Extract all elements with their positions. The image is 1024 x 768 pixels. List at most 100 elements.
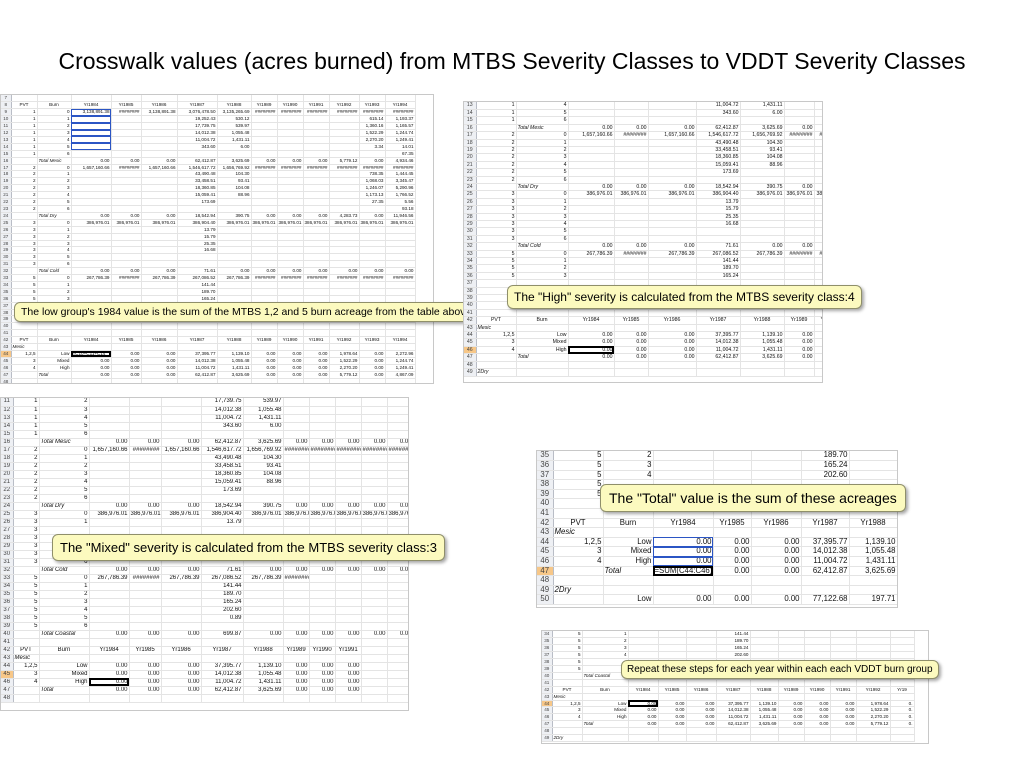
sheet-cell[interactable]: Total Dry xyxy=(37,212,72,220)
sheet-cell[interactable]: 0.00 xyxy=(784,331,815,340)
sheet-cell[interactable]: 0.00 xyxy=(359,212,386,220)
sheet-cell[interactable] xyxy=(814,168,822,177)
sheet-cell[interactable] xyxy=(335,582,362,591)
sheet-cell[interactable] xyxy=(303,184,330,193)
sheet-cell[interactable] xyxy=(568,368,615,377)
sheet-cell[interactable]: 0.00 xyxy=(628,700,659,708)
sheet-cell[interactable]: 3,138,891.38 xyxy=(71,108,112,117)
sheet-cell[interactable]: 2 xyxy=(39,398,90,407)
sheet-cell[interactable] xyxy=(614,146,649,155)
sheet-cell[interactable]: ######## xyxy=(283,446,310,455)
sheet-cell[interactable]: Total Cold xyxy=(516,242,569,251)
sheet-cell[interactable]: 539.97 xyxy=(243,398,284,407)
sheet-cell[interactable] xyxy=(849,585,897,596)
sheet-cell[interactable] xyxy=(111,143,142,151)
sheet-cell[interactable] xyxy=(309,398,336,407)
sheet-cell[interactable] xyxy=(251,198,278,206)
sheet-cell[interactable] xyxy=(129,526,162,535)
sheet-cell[interactable] xyxy=(71,246,112,255)
sheet-cell[interactable] xyxy=(283,614,310,623)
sheet-cell[interactable]: Yr1985 xyxy=(129,646,162,655)
sheet-cell[interactable]: Mesic xyxy=(13,654,40,663)
sheet-cell[interactable]: 4 xyxy=(39,606,90,615)
sheet-cell[interactable] xyxy=(814,361,822,370)
sheet-cell[interactable]: 11,004.72 xyxy=(177,364,218,372)
sheet-cell[interactable] xyxy=(89,598,130,607)
sheet-cell[interactable]: 19,252.43 xyxy=(177,115,218,124)
sheet-cell[interactable]: 4 xyxy=(582,651,629,660)
sheet-cell[interactable] xyxy=(653,575,714,586)
sheet-cell[interactable]: 386,976.01 xyxy=(387,510,408,519)
sheet-cell[interactable]: 1,246.07 xyxy=(359,184,386,193)
sheet-cell[interactable] xyxy=(37,95,72,103)
sheet-cell[interactable] xyxy=(648,324,697,333)
sheet-cell[interactable] xyxy=(648,168,697,177)
sheet-cell[interactable] xyxy=(243,622,284,631)
sheet-cell[interactable]: ######## xyxy=(359,108,386,117)
sheet-cell[interactable] xyxy=(568,161,615,170)
sheet-cell[interactable] xyxy=(648,139,697,147)
sheet-cell[interactable] xyxy=(784,205,815,214)
sheet-cell[interactable]: 0.00 xyxy=(309,686,336,695)
sheet-cell[interactable]: 5 xyxy=(13,606,40,615)
sheet-cell[interactable] xyxy=(277,378,304,383)
sheet-cell[interactable] xyxy=(648,116,697,125)
sheet-cell[interactable]: 11,004.72 xyxy=(201,414,244,423)
sheet-cell[interactable] xyxy=(277,226,304,234)
sheet-cell[interactable] xyxy=(361,406,388,415)
sheet-cell[interactable] xyxy=(277,95,304,103)
sheet-cell[interactable] xyxy=(309,574,336,583)
sheet-cell[interactable]: 1 xyxy=(37,115,72,124)
sheet-cell[interactable]: 0.00 xyxy=(303,267,330,276)
sheet-cell[interactable]: Yr1990 xyxy=(804,686,831,694)
sheet-cell[interactable] xyxy=(111,205,142,213)
sheet-cell[interactable] xyxy=(648,109,697,118)
sheet-cell[interactable]: 0.00 xyxy=(111,157,142,165)
sheet-cell[interactable]: 5 xyxy=(476,264,517,273)
sheet-cell[interactable]: Yr1987 xyxy=(801,518,850,529)
sheet-cell[interactable] xyxy=(141,136,178,144)
sheet-cell[interactable] xyxy=(335,430,362,439)
sheet-cell[interactable]: ######## xyxy=(614,250,649,259)
sheet-cell[interactable] xyxy=(830,734,857,742)
sheet-cell[interactable] xyxy=(648,102,697,110)
sheet-cell[interactable]: 3,345.47 xyxy=(385,177,416,186)
sheet-cell[interactable]: 0.00 xyxy=(653,594,714,605)
sheet-cell[interactable] xyxy=(217,240,252,248)
sheet-cell[interactable]: Yr1992 xyxy=(329,101,360,110)
sheet-cell[interactable] xyxy=(201,622,244,631)
sheet-cell[interactable]: 5 xyxy=(11,281,38,289)
sheet-cell[interactable] xyxy=(111,129,142,137)
sheet-cell[interactable]: 0.00 xyxy=(804,720,831,729)
sheet-cell[interactable]: 11,004.72 xyxy=(801,556,850,567)
sheet-cell[interactable] xyxy=(890,631,915,639)
sheet-cell[interactable]: 6 xyxy=(516,176,569,184)
sheet-cell[interactable] xyxy=(628,637,659,646)
sheet-cell[interactable] xyxy=(89,622,130,631)
sheet-cell[interactable]: 0.00 xyxy=(161,566,202,575)
sheet-cell[interactable] xyxy=(329,122,360,131)
sheet-cell[interactable]: Mesic xyxy=(552,693,583,701)
sheet-cell[interactable] xyxy=(283,430,310,439)
sheet-cell[interactable] xyxy=(303,288,330,296)
sheet-cell[interactable]: 62,412.87 xyxy=(177,371,218,379)
sheet-cell[interactable] xyxy=(89,398,130,407)
sheet-cell[interactable]: 3,625.69 xyxy=(740,353,785,362)
sheet-cell[interactable]: ######## xyxy=(129,446,162,455)
sheet-cell[interactable]: 1,139.10 xyxy=(217,350,252,358)
sheet-cell[interactable]: 386,976.01 xyxy=(277,219,304,227)
sheet-cell[interactable] xyxy=(329,329,360,338)
sheet-cell[interactable] xyxy=(653,460,714,471)
sheet-cell[interactable]: 0.00 xyxy=(283,438,310,447)
sheet-cell[interactable]: 386,976.01 xyxy=(329,219,360,227)
sheet-cell[interactable]: ######## xyxy=(385,164,416,172)
sheet-cell[interactable]: 13.79 xyxy=(201,518,244,527)
sheet-cell[interactable] xyxy=(568,139,615,147)
sheet-cell[interactable]: 5 xyxy=(552,631,583,639)
sheet-cell[interactable] xyxy=(141,329,178,338)
sheet-cell[interactable]: Yr1993 xyxy=(359,336,386,345)
sheet-cell[interactable]: Total Mesic xyxy=(516,124,569,133)
sheet-cell[interactable] xyxy=(784,361,815,370)
sheet-cell[interactable] xyxy=(111,281,142,289)
sheet-cell[interactable]: 0.00 xyxy=(751,537,802,548)
